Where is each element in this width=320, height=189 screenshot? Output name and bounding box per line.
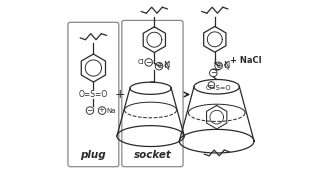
Text: N: N xyxy=(164,61,170,70)
Text: +: + xyxy=(99,107,105,113)
Text: ⊕: ⊕ xyxy=(156,61,162,70)
Text: + NaCl: + NaCl xyxy=(230,56,262,65)
Text: O=S=O: O=S=O xyxy=(205,85,231,91)
Text: N: N xyxy=(223,60,229,70)
Text: −: − xyxy=(210,68,217,77)
Text: plug: plug xyxy=(81,150,106,160)
FancyBboxPatch shape xyxy=(122,20,183,167)
Text: −: − xyxy=(86,106,93,115)
Text: ⊕: ⊕ xyxy=(215,61,222,70)
Text: +: + xyxy=(115,88,126,101)
Text: Na: Na xyxy=(107,108,116,114)
Text: −: − xyxy=(146,58,152,67)
Text: Cl: Cl xyxy=(138,59,145,65)
Text: O=S=O: O=S=O xyxy=(79,90,108,99)
Text: socket: socket xyxy=(133,150,172,160)
FancyBboxPatch shape xyxy=(68,22,119,167)
Text: −: − xyxy=(209,82,214,87)
